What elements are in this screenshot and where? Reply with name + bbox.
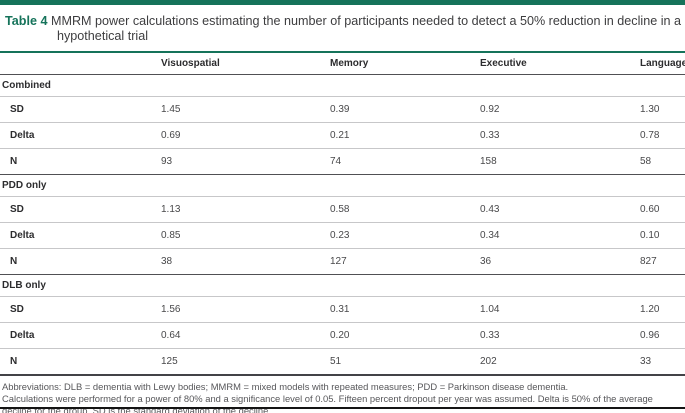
bottom-rule	[0, 407, 685, 409]
table-row-dlb-sd: SD 1.56 0.31 1.04 1.20	[0, 296, 685, 323]
table-row-pdd-sd: SD 1.13 0.58 0.43 0.60	[0, 196, 685, 223]
footnote-methods: Calculations were performed for a power …	[2, 393, 653, 413]
power-calculations-table: Visuospatial Memory Executive Language C…	[0, 51, 685, 376]
table-cell: 0.69	[161, 122, 330, 149]
table-cell: 0.10	[640, 222, 685, 249]
table-cell: 0.85	[161, 222, 330, 249]
table-cell: 0.92	[480, 96, 640, 123]
table-cell: 58	[640, 148, 685, 175]
table-cell: 74	[330, 148, 480, 175]
table-cell: 827	[640, 248, 685, 275]
section-row-pdd-only: PDD only	[0, 174, 685, 197]
table-row-combined-sd: SD 1.45 0.39 0.92 1.30	[0, 96, 685, 123]
table-row-combined-n: N 93 74 158 58	[0, 148, 685, 175]
table-cell: 158	[480, 148, 640, 175]
table-cell: 1.45	[161, 96, 330, 123]
row-label: SD	[0, 196, 161, 223]
section-label: PDD only	[0, 174, 685, 197]
table-cell: 0.60	[640, 196, 685, 223]
table-cell: 0.58	[330, 196, 480, 223]
top-accent-bar	[0, 0, 685, 5]
table-title-text: MMRM power calculations estimating the n…	[50, 14, 682, 43]
table-cell: 51	[330, 348, 480, 376]
table-cell: 93	[161, 148, 330, 175]
table-cell: 36	[480, 248, 640, 275]
column-header-executive: Executive	[480, 51, 640, 75]
table-cell: 1.04	[480, 296, 640, 323]
section-row-dlb-only: DLB only	[0, 274, 685, 297]
table-cell: 0.78	[640, 122, 685, 149]
stub-header-cell	[0, 51, 161, 75]
column-header-language: Language	[640, 51, 685, 75]
table-cell: 127	[330, 248, 480, 275]
column-header-row: Visuospatial Memory Executive Language	[0, 51, 685, 75]
column-header-visuospatial: Visuospatial	[161, 51, 330, 75]
table-cell: 1.30	[640, 96, 685, 123]
table-cell: 1.13	[161, 196, 330, 223]
table-cell: 0.34	[480, 222, 640, 249]
table-row-dlb-delta: Delta 0.64 0.20 0.33 0.96	[0, 322, 685, 349]
row-label: Delta	[0, 222, 161, 249]
table-row-combined-delta: Delta 0.69 0.21 0.33 0.78	[0, 122, 685, 149]
table-cell: 1.56	[161, 296, 330, 323]
table-cell: 0.64	[161, 322, 330, 349]
table-row-pdd-n: N 38 127 36 827	[0, 248, 685, 275]
table-cell: 0.31	[330, 296, 480, 323]
table-cell: 1.20	[640, 296, 685, 323]
table-footnotes: Abbreviations: DLB = dementia with Lewy …	[0, 381, 685, 413]
table-cell: 38	[161, 248, 330, 275]
footnote-abbreviations: Abbreviations: DLB = dementia with Lewy …	[2, 381, 569, 392]
row-label: N	[0, 148, 161, 175]
table-row-dlb-n: N 125 51 202 33	[0, 348, 685, 376]
row-label: N	[0, 248, 161, 275]
table-cell: 0.23	[330, 222, 480, 249]
table-cell: 33	[640, 348, 685, 376]
section-row-combined: Combined	[0, 74, 685, 97]
table-number-label: Table 4	[5, 14, 48, 28]
section-label: Combined	[0, 74, 685, 97]
table-cell: 0.43	[480, 196, 640, 223]
table-cell: 0.33	[480, 122, 640, 149]
table-row-pdd-delta: Delta 0.85 0.23 0.34 0.10	[0, 222, 685, 249]
table-cell: 0.96	[640, 322, 685, 349]
table-cell: 0.20	[330, 322, 480, 349]
row-label: N	[0, 348, 161, 376]
table-title: Table 4 MMRM power calculations estimati…	[0, 14, 685, 44]
table-cell: 0.39	[330, 96, 480, 123]
row-label: Delta	[0, 322, 161, 349]
row-label: SD	[0, 96, 161, 123]
row-label: Delta	[0, 122, 161, 149]
column-header-memory: Memory	[330, 51, 480, 75]
section-label: DLB only	[0, 274, 685, 297]
table-cell: 0.33	[480, 322, 640, 349]
table-cell: 125	[161, 348, 330, 376]
row-label: SD	[0, 296, 161, 323]
table-cell: 0.21	[330, 122, 480, 149]
table-cell: 202	[480, 348, 640, 376]
